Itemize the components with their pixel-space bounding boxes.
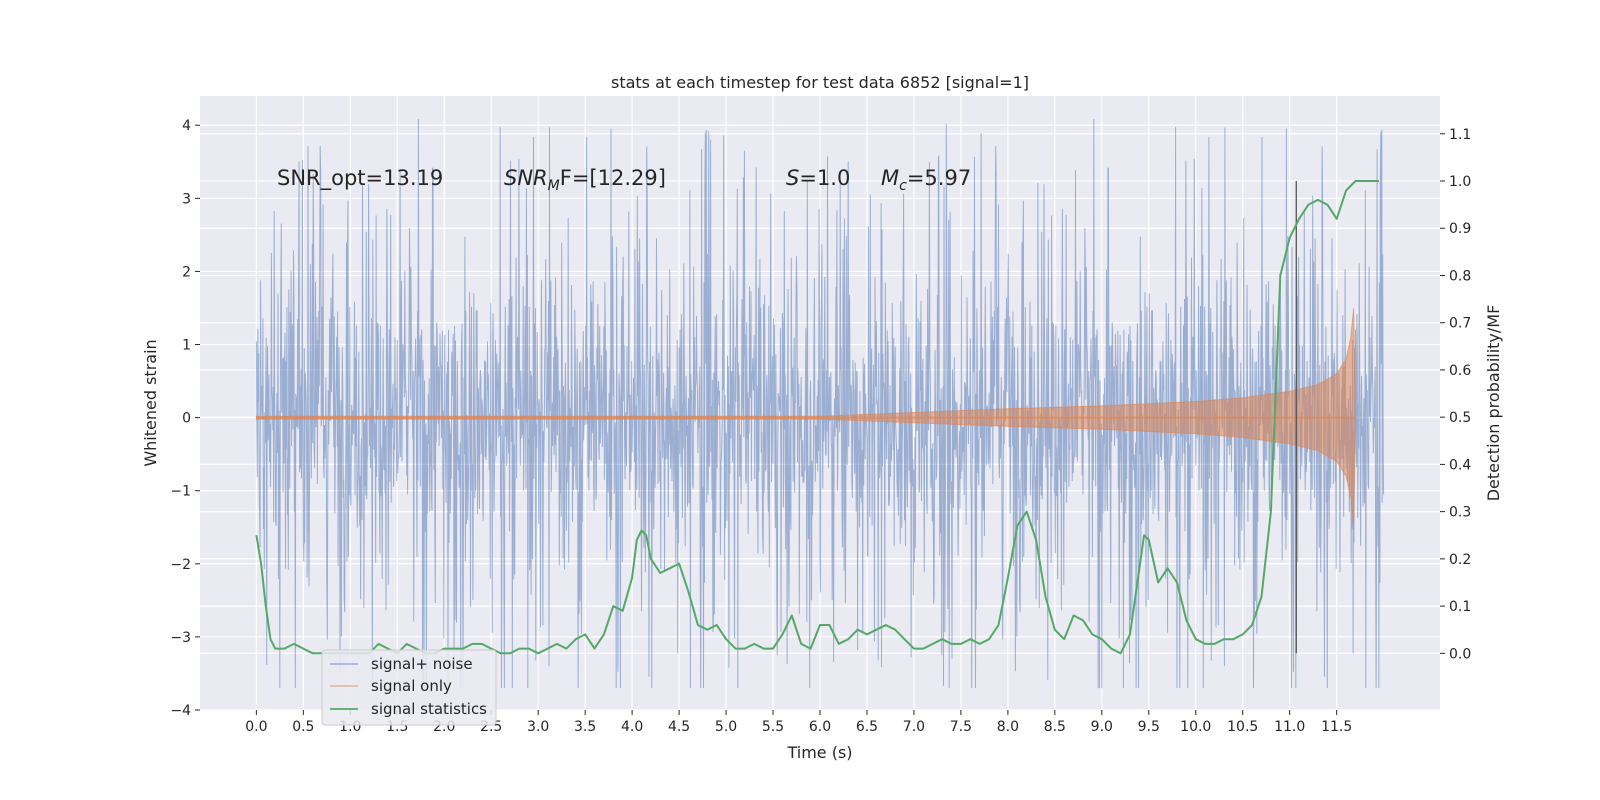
x-tick-label: 9.0 (1091, 719, 1113, 735)
y-tick-label: −2 (170, 557, 191, 573)
y-tick-label: 1 (182, 338, 191, 354)
y-tick-label: −3 (170, 630, 191, 646)
x-tick-label: 3.0 (527, 719, 549, 735)
annotation-s: S=1.0 (786, 166, 850, 190)
legend-label-signal-statistics: signal statistics (371, 700, 487, 718)
signal-noise-trace (255, 119, 1385, 689)
x-tick-label: 10.5 (1227, 719, 1258, 735)
x-tick-label: 0.0 (245, 719, 267, 735)
x-tick-label: 0.5 (292, 719, 314, 735)
annotation-mc-value: =5.97 (907, 166, 971, 190)
x-axis-label: Time (s) (786, 743, 852, 762)
x-tick-label: 5.0 (715, 719, 737, 735)
y2-axis-ticks: 0.0 0.1 0.2 0.3 0.4 0.5 0.6 0.7 0.8 0.9 1.0 1.1 (1440, 127, 1471, 662)
x-tick-label: 6.0 (809, 719, 831, 735)
y2-tick-label: 1.1 (1449, 127, 1471, 143)
annotation-snr-opt: SNR_opt=13.19 (277, 166, 443, 191)
x-tick-label: 3.5 (574, 719, 596, 735)
x-tick-label: 11.0 (1274, 719, 1305, 735)
series-signal-only (255, 307, 1356, 528)
y-axis-label: Whitened strain (141, 339, 160, 466)
x-tick-label: 4.0 (621, 719, 643, 735)
x-tick-label: 7.0 (903, 719, 925, 735)
y2-tick-label: 0.4 (1449, 457, 1471, 473)
x-tick-label: 8.5 (1044, 719, 1066, 735)
x-tick-label: 5.5 (762, 719, 784, 735)
legend-label-signal-only: signal only (371, 677, 452, 695)
annotation-s-base: S (786, 166, 799, 190)
annotation-snr-mf-sub: M (548, 178, 560, 194)
series-signal-noise (255, 119, 1385, 689)
y2-tick-label: 0.2 (1449, 552, 1471, 568)
y2-tick-label: 0.1 (1449, 599, 1471, 615)
x-axis-ticks: 0.0 0.5 1.0 1.5 2.0 2.5 3.0 3.5 4.0 4.5 5.0 5.5 6.0 6… (245, 710, 1352, 735)
y2-axis-label: Detection probability/MF (1484, 305, 1503, 502)
annotations: SNR_opt=13.19 SNRMF=[12.29] S=1.0 Mc=5.9… (277, 166, 971, 194)
y-tick-label: −4 (170, 703, 191, 719)
legend-box (321, 649, 497, 726)
x-tick-label: 11.5 (1321, 719, 1352, 735)
annotation-mc: Mc=5.97 (881, 166, 971, 194)
y-tick-label: 2 (182, 264, 191, 280)
x-tick-label: 10.0 (1180, 719, 1211, 735)
y2-tick-label: 0.9 (1449, 221, 1471, 237)
y2-tick-label: 1.0 (1449, 174, 1471, 190)
y2-tick-label: 0.7 (1449, 316, 1471, 332)
annotation-s-value: =1.0 (799, 166, 850, 190)
annotation-snr-mf-base: SNR (504, 166, 548, 190)
y-tick-label: 0 (182, 411, 191, 427)
y-tick-label: −1 (170, 484, 191, 500)
legend-label-signal-noise: signal+ noise (371, 655, 473, 673)
y2-tick-label: 0.6 (1449, 363, 1471, 379)
x-tick-label: 6.5 (856, 719, 878, 735)
annotation-snr-mf-tail: F=[12.29] (560, 166, 666, 190)
y-axis-ticks: −4 −3 −2 −1 0 1 2 3 4 (170, 118, 200, 719)
x-tick-label: 9.5 (1138, 719, 1160, 735)
annotation-mc-base: M (881, 166, 899, 190)
y2-tick-label: 0.3 (1449, 505, 1471, 521)
x-tick-label: 8.0 (997, 719, 1019, 735)
y2-tick-label: 0.5 (1449, 410, 1471, 426)
y2-tick-label: 0.8 (1449, 268, 1471, 284)
y-tick-label: 3 (182, 191, 191, 207)
y2-tick-label: 0.0 (1449, 646, 1471, 662)
x-tick-label: 7.5 (950, 719, 972, 735)
annotation-snr-mf: SNRMF=[12.29] (504, 166, 666, 194)
annotation-mc-sub: c (899, 178, 907, 194)
y-tick-label: 4 (182, 118, 191, 134)
chart-title: stats at each timestep for test data 685… (611, 73, 1029, 92)
legend: signal+ noise signal only signal statist… (321, 649, 497, 726)
x-tick-label: 4.5 (668, 719, 690, 735)
